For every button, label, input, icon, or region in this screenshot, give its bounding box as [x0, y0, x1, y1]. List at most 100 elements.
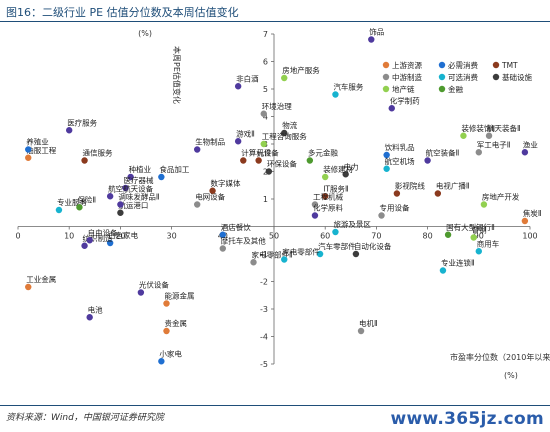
data-point-label: 化学制药 — [390, 95, 420, 105]
data-point — [255, 157, 262, 164]
data-point-label: 房地产服务 — [282, 65, 320, 75]
data-point-label: 自由设备 — [88, 227, 118, 237]
data-point — [316, 250, 324, 258]
data-point — [521, 149, 529, 156]
data-point — [76, 204, 83, 211]
data-point-label: 普钢 — [472, 225, 487, 235]
data-point — [194, 146, 201, 153]
data-point-label: 保险Ⅱ — [77, 194, 96, 204]
data-point — [81, 157, 88, 164]
data-point — [306, 157, 314, 164]
data-point — [219, 231, 226, 238]
legend-marker — [382, 61, 390, 69]
data-point — [122, 184, 129, 192]
legend-entry: 上游资源 — [392, 60, 422, 70]
data-point-label: 化学原料 — [313, 203, 343, 213]
data-point — [383, 151, 390, 159]
data-point-label: 自动化设备 — [354, 241, 392, 251]
data-point — [209, 187, 216, 194]
y-axis-unit: (%) — [138, 29, 152, 38]
data-point — [25, 154, 32, 161]
data-point-label: 装修装饰Ⅱ — [461, 123, 495, 133]
data-point — [194, 201, 201, 208]
data-point — [117, 201, 124, 208]
figure-title: 图16：二级行业 PE 估值分位数及本周估值变化 — [6, 6, 239, 19]
data-point — [158, 173, 165, 181]
data-point — [260, 110, 267, 117]
data-point — [460, 132, 467, 139]
data-point — [281, 256, 288, 263]
data-point — [234, 138, 242, 145]
x-tick-label: 60 — [320, 232, 330, 241]
y-tick-label: -4 — [260, 333, 268, 342]
data-point — [86, 237, 93, 244]
data-point-label: 贵金属 — [164, 318, 187, 328]
legend-entry: 可选消费 — [448, 72, 478, 82]
data-point-label: 专业连锁Ⅱ — [441, 258, 475, 268]
data-point — [332, 91, 339, 98]
data-point-label: 商用车 — [477, 238, 500, 248]
data-point — [521, 217, 529, 225]
data-point-label: 家电零部件 — [282, 247, 320, 257]
data-point — [470, 234, 477, 241]
data-point — [342, 171, 349, 178]
data-point-label: 国有大型银行Ⅱ — [446, 222, 495, 232]
data-point — [55, 206, 63, 214]
source-note: 资料来源：Wind，中国银河证券研究院 — [6, 413, 164, 423]
data-point-label: 航空机场 — [385, 156, 415, 166]
data-point-label: 专业服务 — [57, 197, 87, 207]
data-point-label: 元件 — [257, 148, 272, 158]
data-point-label: IT服务Ⅱ — [323, 183, 349, 193]
data-point-label: 旅游及景区 — [333, 219, 371, 229]
data-point-label: 医疗服务 — [67, 117, 97, 127]
x-tick-label: 70 — [371, 232, 381, 241]
data-point — [265, 168, 273, 175]
data-point — [106, 239, 114, 247]
data-point-label: 油服工程 — [26, 145, 56, 155]
data-point-label: 电机Ⅱ — [359, 318, 378, 328]
data-point-label: 家电零部件Ⅱ — [252, 249, 293, 259]
x-tick-label: 100 — [522, 232, 537, 241]
data-point — [281, 74, 288, 82]
y-axis-label: 本周PE估值变化 — [172, 46, 182, 104]
legend-entry: 中游制造 — [392, 72, 422, 82]
data-point — [158, 358, 165, 365]
data-point-label: 种植业 — [129, 164, 152, 174]
axes: 0102030405060708090100-5-4-3-2-11234567 — [15, 30, 537, 369]
data-point-label: 房地产开发 — [482, 192, 520, 202]
legend-marker — [492, 61, 500, 69]
data-point — [250, 259, 257, 266]
data-point — [281, 129, 288, 137]
x-tick-label: 90 — [474, 232, 484, 241]
data-point-label: 渔业 — [523, 139, 538, 149]
y-tick-label: -1 — [260, 250, 268, 259]
legend-entry: 基础设施 — [502, 72, 532, 82]
data-point-label: 摩托车及其他 — [221, 236, 266, 246]
data-point — [311, 212, 319, 219]
data-point-label: 工程咨询服务 — [262, 131, 307, 141]
data-point-label: 航运港口 — [118, 200, 148, 210]
data-point-label: 装修建材 — [323, 164, 353, 174]
data-point-label: 饰品 — [369, 27, 384, 37]
data-point — [117, 209, 124, 216]
data-point-label: 非白酒 — [236, 73, 259, 83]
data-point-label: 电力 — [344, 161, 359, 171]
data-point — [424, 157, 431, 164]
data-point — [444, 231, 452, 238]
data-point-label: 饮料乳品 — [385, 142, 415, 152]
data-point — [25, 146, 32, 153]
data-point — [260, 140, 267, 148]
data-point-label: 能源金属 — [164, 291, 194, 301]
data-point — [439, 267, 447, 274]
y-tick-label: 2 — [263, 168, 268, 177]
watermark: www.365jz.com — [390, 409, 544, 429]
footer-rule — [0, 405, 550, 406]
x-tick-label: 20 — [115, 232, 125, 241]
legend-entry: 必需消费 — [448, 60, 478, 70]
data-point-label: 军工电子Ⅱ — [477, 139, 511, 149]
y-tick-label: 1 — [263, 195, 268, 204]
legend-entry: 地产链 — [392, 84, 415, 94]
x-axis-unit: (%) — [504, 371, 518, 380]
data-point-label: 专用设备 — [380, 203, 410, 213]
